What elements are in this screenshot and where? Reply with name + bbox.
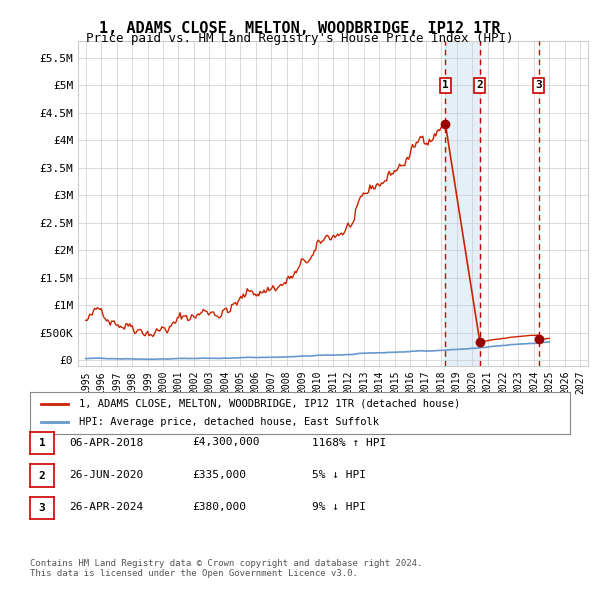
Text: 3: 3 [38,503,46,513]
Bar [445,41,480,366]
Text: £335,000: £335,000 [192,470,246,480]
Bar [539,41,588,366]
Text: 2: 2 [476,80,483,90]
Text: Contains HM Land Registry data © Crown copyright and database right 2024.
This d: Contains HM Land Registry data © Crown c… [30,559,422,578]
Text: 1: 1 [442,80,449,90]
Text: £380,000: £380,000 [192,503,246,512]
Text: 1: 1 [38,438,46,448]
Text: 3: 3 [535,80,542,90]
Text: 9% ↓ HPI: 9% ↓ HPI [312,503,366,512]
Text: 1, ADAMS CLOSE, MELTON, WOODBRIDGE, IP12 1TR: 1, ADAMS CLOSE, MELTON, WOODBRIDGE, IP12… [99,21,501,35]
Text: Price paid vs. HM Land Registry's House Price Index (HPI): Price paid vs. HM Land Registry's House … [86,32,514,45]
Text: 2: 2 [38,471,46,480]
Text: 5% ↓ HPI: 5% ↓ HPI [312,470,366,480]
Text: 26-JUN-2020: 26-JUN-2020 [69,470,143,480]
Text: 06-APR-2018: 06-APR-2018 [69,438,143,447]
Text: £4,300,000: £4,300,000 [192,438,260,447]
Text: 1168% ↑ HPI: 1168% ↑ HPI [312,438,386,447]
Text: HPI: Average price, detached house, East Suffolk: HPI: Average price, detached house, East… [79,417,379,427]
Text: 1, ADAMS CLOSE, MELTON, WOODBRIDGE, IP12 1TR (detached house): 1, ADAMS CLOSE, MELTON, WOODBRIDGE, IP12… [79,399,460,409]
Text: 26-APR-2024: 26-APR-2024 [69,503,143,512]
